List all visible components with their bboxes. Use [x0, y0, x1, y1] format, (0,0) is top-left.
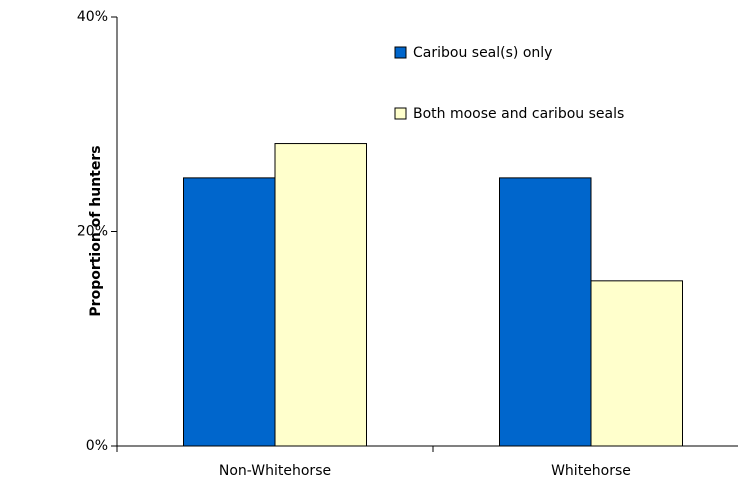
- x-tick-label: Non-Whitehorse: [219, 463, 331, 479]
- bar: [274, 143, 367, 447]
- x-tick-label: Whitehorse: [551, 463, 631, 479]
- y-tick-label: 0%: [86, 438, 108, 454]
- legend-label: Caribou seal(s) only: [413, 45, 552, 61]
- legend-swatch: [394, 107, 407, 120]
- y-axis-title: Proportion of hunters: [88, 145, 104, 316]
- legend-swatch: [394, 46, 407, 59]
- y-tick-label: 20%: [77, 224, 108, 240]
- y-tick-label: 40%: [77, 9, 108, 25]
- bar: [183, 177, 276, 447]
- legend-label: Both moose and caribou seals: [413, 106, 624, 122]
- bar: [590, 280, 683, 447]
- bar: [499, 177, 592, 447]
